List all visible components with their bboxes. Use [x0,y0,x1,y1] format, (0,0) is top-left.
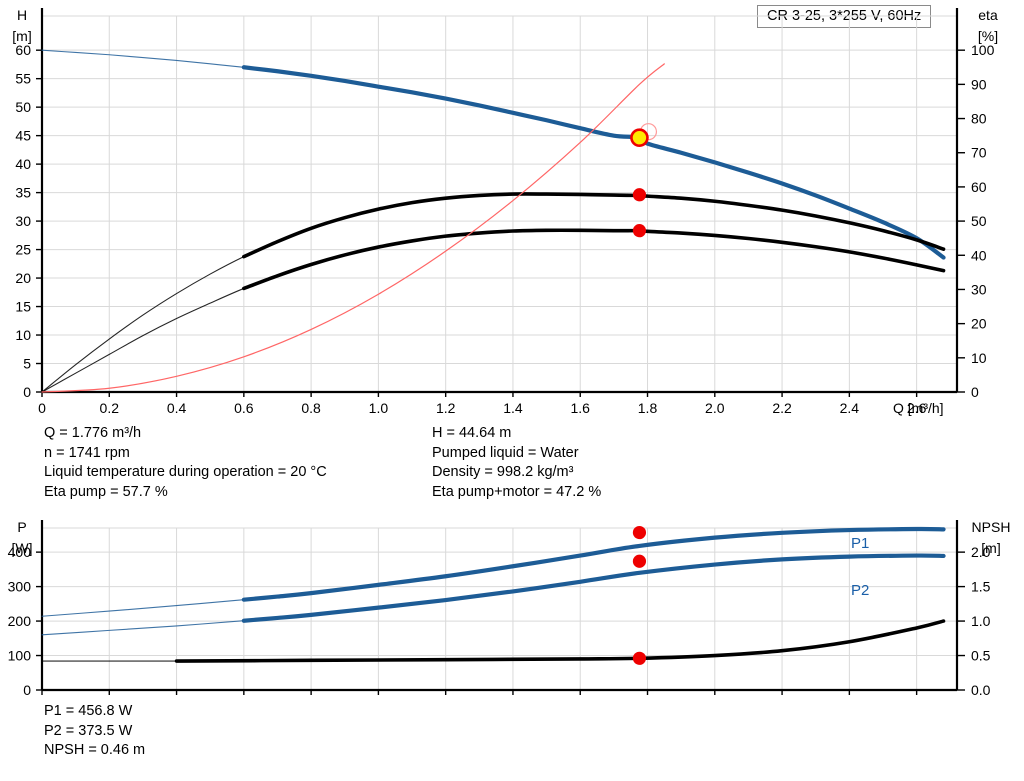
info-eta-pump: Eta pump = 57.7 % [44,483,168,500]
svg-text:300: 300 [8,579,32,595]
svg-text:1.2: 1.2 [436,400,456,416]
svg-text:1.8: 1.8 [638,400,658,416]
duty-info-left: Q = 1.776 m³/h n = 1741 rpm Liquid tempe… [44,424,327,502]
curve-label-p1: P1 [851,535,869,552]
svg-text:60: 60 [971,179,987,195]
svg-text:50: 50 [971,213,987,229]
duty-info-right: H = 44.64 m Pumped liquid = Water Densit… [432,424,601,502]
svg-text:100: 100 [971,42,995,58]
svg-text:10: 10 [971,350,987,366]
info-liquid-temp: Liquid temperature during operation = 20… [44,464,327,480]
svg-text:0.6: 0.6 [234,400,254,416]
svg-text:40: 40 [15,156,31,172]
lower-y-left-unit: [W] [12,540,33,556]
svg-text:45: 45 [15,128,31,144]
svg-text:0: 0 [23,384,31,400]
svg-text:70: 70 [971,145,987,161]
power-npsh-chart: 0 100 200 300 400 0.0 0.5 1.0 1.5 2.0 P [W] NPSH [m] P… [8,519,1011,698]
svg-text:2.0: 2.0 [971,544,991,560]
upper-y-right-unit: [%] [978,28,998,44]
svg-text:400: 400 [8,544,32,560]
svg-text:20: 20 [15,270,31,286]
svg-text:0.5: 0.5 [971,648,991,664]
svg-text:30: 30 [971,281,987,297]
svg-text:0.2: 0.2 [100,400,120,416]
svg-text:0.4: 0.4 [167,400,187,416]
upper-y-left-label: H [17,7,27,23]
svg-text:2.4: 2.4 [840,400,860,416]
svg-text:1.4: 1.4 [503,400,523,416]
power-info: P1 = 456.8 W P2 = 373.5 W NPSH = 0.46 m [44,702,145,761]
svg-text:15: 15 [15,299,31,315]
lower-y-right-label: NPSH [972,519,1011,535]
svg-text:0: 0 [38,400,46,416]
svg-text:2.0: 2.0 [705,400,725,416]
svg-text:1.5: 1.5 [971,579,991,595]
lower-y-right-unit: [m] [981,540,1000,556]
svg-text:50: 50 [15,99,31,115]
svg-text:100: 100 [8,648,32,664]
svg-text:55: 55 [15,71,31,87]
svg-text:90: 90 [971,76,987,92]
upper-y-right-label: eta [978,7,998,23]
svg-text:30: 30 [15,213,31,229]
curve-label-p2: P2 [851,582,869,599]
svg-text:10: 10 [15,327,31,343]
svg-text:60: 60 [15,42,31,58]
svg-text:25: 25 [15,242,31,258]
info-p2: P2 = 373.5 W [44,722,133,739]
svg-text:35: 35 [15,185,31,201]
svg-text:0: 0 [971,384,979,400]
info-n: n = 1741 rpm [44,444,130,461]
info-pumped-liquid: Pumped liquid = Water [432,444,579,461]
svg-text:1.0: 1.0 [971,613,991,629]
info-p1: P1 = 456.8 W [44,703,133,719]
upper-y-left-unit: [m] [12,28,31,44]
info-eta-pump-motor: Eta pump+motor = 47.2 % [432,483,602,500]
svg-text:0: 0 [23,682,31,698]
info-npsh: NPSH = 0.46 m [44,742,146,758]
info-density: Density = 998.2 kg/m³ [432,464,574,480]
svg-text:2.6: 2.6 [907,400,927,416]
svg-text:20: 20 [971,316,987,332]
svg-text:40: 40 [971,247,987,263]
info-h: H = 44.64 m [432,425,512,441]
svg-text:0.0: 0.0 [971,682,991,698]
info-q: Q = 1.776 m³/h [44,425,142,441]
upper-x-axis-label: Q [m³/h] [893,400,944,416]
svg-text:2.2: 2.2 [772,400,792,416]
svg-text:1.6: 1.6 [571,400,591,416]
lower-y-left-label: P [17,519,26,535]
svg-text:200: 200 [8,613,32,629]
svg-text:5: 5 [23,356,31,372]
head-eta-chart: 0 0.2 0.4 0.6 0.8 1.0 1.2 1.4 1.6 1.8 2.0 2.2 2.4 2.6… [12,7,998,416]
svg-text:0.8: 0.8 [301,400,321,416]
svg-text:80: 80 [971,111,987,127]
svg-text:1.0: 1.0 [369,400,389,416]
